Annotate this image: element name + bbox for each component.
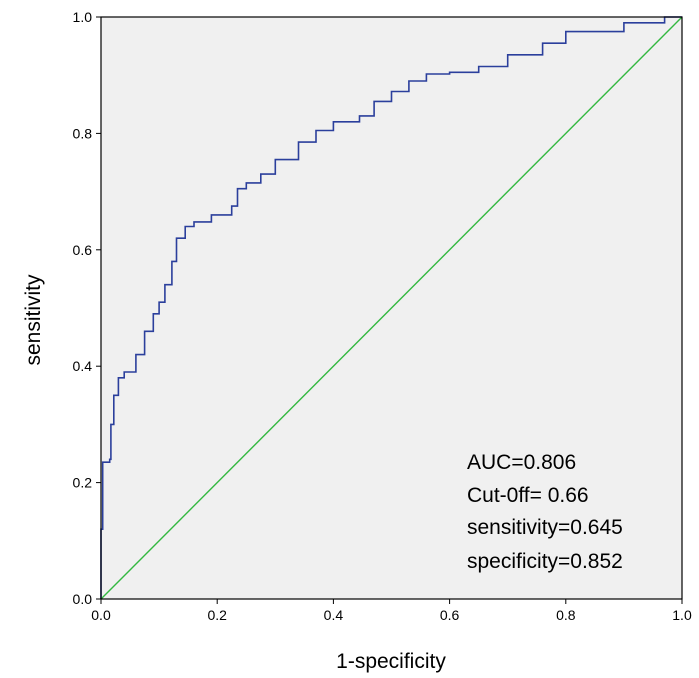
x-tick-label: 0.8 xyxy=(556,607,576,623)
ticks-layer: 0.0 0.2 0.4 0.6 0.8 1.0 0.0 0.2 0.4 0.6 0.8 1.0 xyxy=(73,9,692,623)
x-tick-label: 0.4 xyxy=(324,607,344,623)
annotation-specificity: specificity=0.852 xyxy=(467,550,623,573)
y-tick-label: 0.4 xyxy=(73,358,93,374)
y-tick-label: 1.0 xyxy=(73,9,93,25)
roc-curve xyxy=(100,16,682,599)
x-tick-label: 0.0 xyxy=(91,607,111,623)
plot-frame xyxy=(100,16,683,600)
curves-layer xyxy=(100,16,683,600)
reference-diagonal-line xyxy=(100,16,683,600)
y-axis-title: sensitivity xyxy=(22,274,45,366)
x-axis-title: 1-specificity xyxy=(336,650,446,673)
y-tick-label: 0.8 xyxy=(73,125,93,141)
annotation-cutoff: Cut-0ff= 0.66 xyxy=(467,484,589,507)
annotation-sensitivity: sensitivity=0.645 xyxy=(467,516,623,539)
x-tick-label: 0.6 xyxy=(440,607,460,623)
x-tick-label: 1.0 xyxy=(672,607,692,623)
y-tick-label: 0.2 xyxy=(73,475,93,491)
y-tick-label: 0.6 xyxy=(73,242,93,258)
x-tick-label: 0.2 xyxy=(207,607,227,623)
y-tick-label: 0.0 xyxy=(73,591,93,607)
annotation-auc: AUC=0.806 xyxy=(467,451,576,474)
